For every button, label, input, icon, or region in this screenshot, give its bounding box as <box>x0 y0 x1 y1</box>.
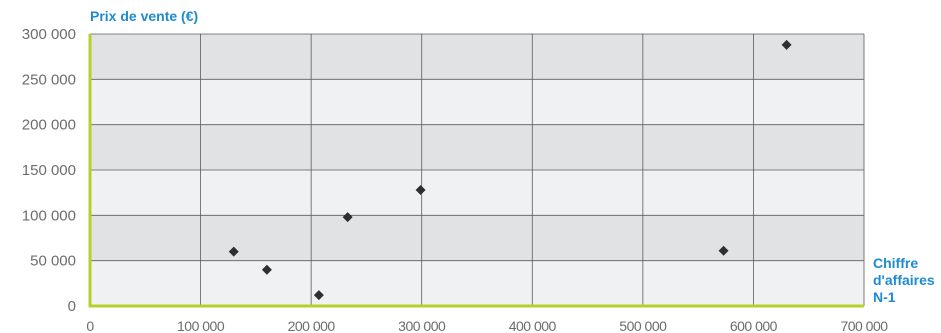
plot-band <box>90 124 864 170</box>
grid-lines <box>90 33 865 306</box>
data-point <box>342 212 353 223</box>
data-point <box>718 245 729 256</box>
y-tick-label: 100 000 <box>22 207 76 224</box>
x-tick-labels: 0 100 000 200 000 300 000 400 000 500 000 600 … <box>86 318 888 333</box>
axes <box>88 34 864 308</box>
y-tick-label: 50 000 <box>30 253 76 270</box>
data-point <box>228 246 239 257</box>
x-axis-title-line-2: d'affaires <box>873 272 935 288</box>
y-tick-label: 200 000 <box>22 117 76 134</box>
y-axis-title: Prix de vente (€) <box>90 8 198 24</box>
plot-band <box>90 170 864 216</box>
plot-background <box>90 34 864 306</box>
x-tick-label: 200 000 <box>288 318 336 333</box>
plot-band <box>90 79 864 125</box>
x-axis-title-line-1: Chiffre <box>873 255 918 271</box>
y-tick-label: 150 000 <box>22 162 76 179</box>
y-tick-label: 0 <box>68 298 76 315</box>
x-axis-title: Chiffre d'affaires N-1 <box>873 255 935 305</box>
y-tick-label: 300 000 <box>22 26 76 43</box>
x-tick-label: 300 000 <box>398 318 446 333</box>
x-tick-label: 400 000 <box>509 318 557 333</box>
x-tick-label: 100 000 <box>177 318 225 333</box>
x-tick-label: 0 <box>86 318 94 333</box>
data-points <box>228 39 792 301</box>
x-axis-title-line-3: N-1 <box>873 289 896 305</box>
y-tick-labels: 0 50 000 100 000 150 000 200 000 250 000 300 0… <box>22 26 76 315</box>
x-tick-label: 700 000 <box>840 318 888 333</box>
plot-band <box>90 215 864 261</box>
plot-band <box>90 260 864 306</box>
y-tick-label: 250 000 <box>22 71 76 88</box>
x-tick-label: 600 000 <box>730 318 778 333</box>
x-tick-label: 500 000 <box>619 318 667 333</box>
data-point <box>261 264 272 275</box>
data-point <box>415 184 426 195</box>
data-point <box>781 39 792 50</box>
data-point <box>313 290 324 301</box>
plot-band <box>90 34 864 80</box>
